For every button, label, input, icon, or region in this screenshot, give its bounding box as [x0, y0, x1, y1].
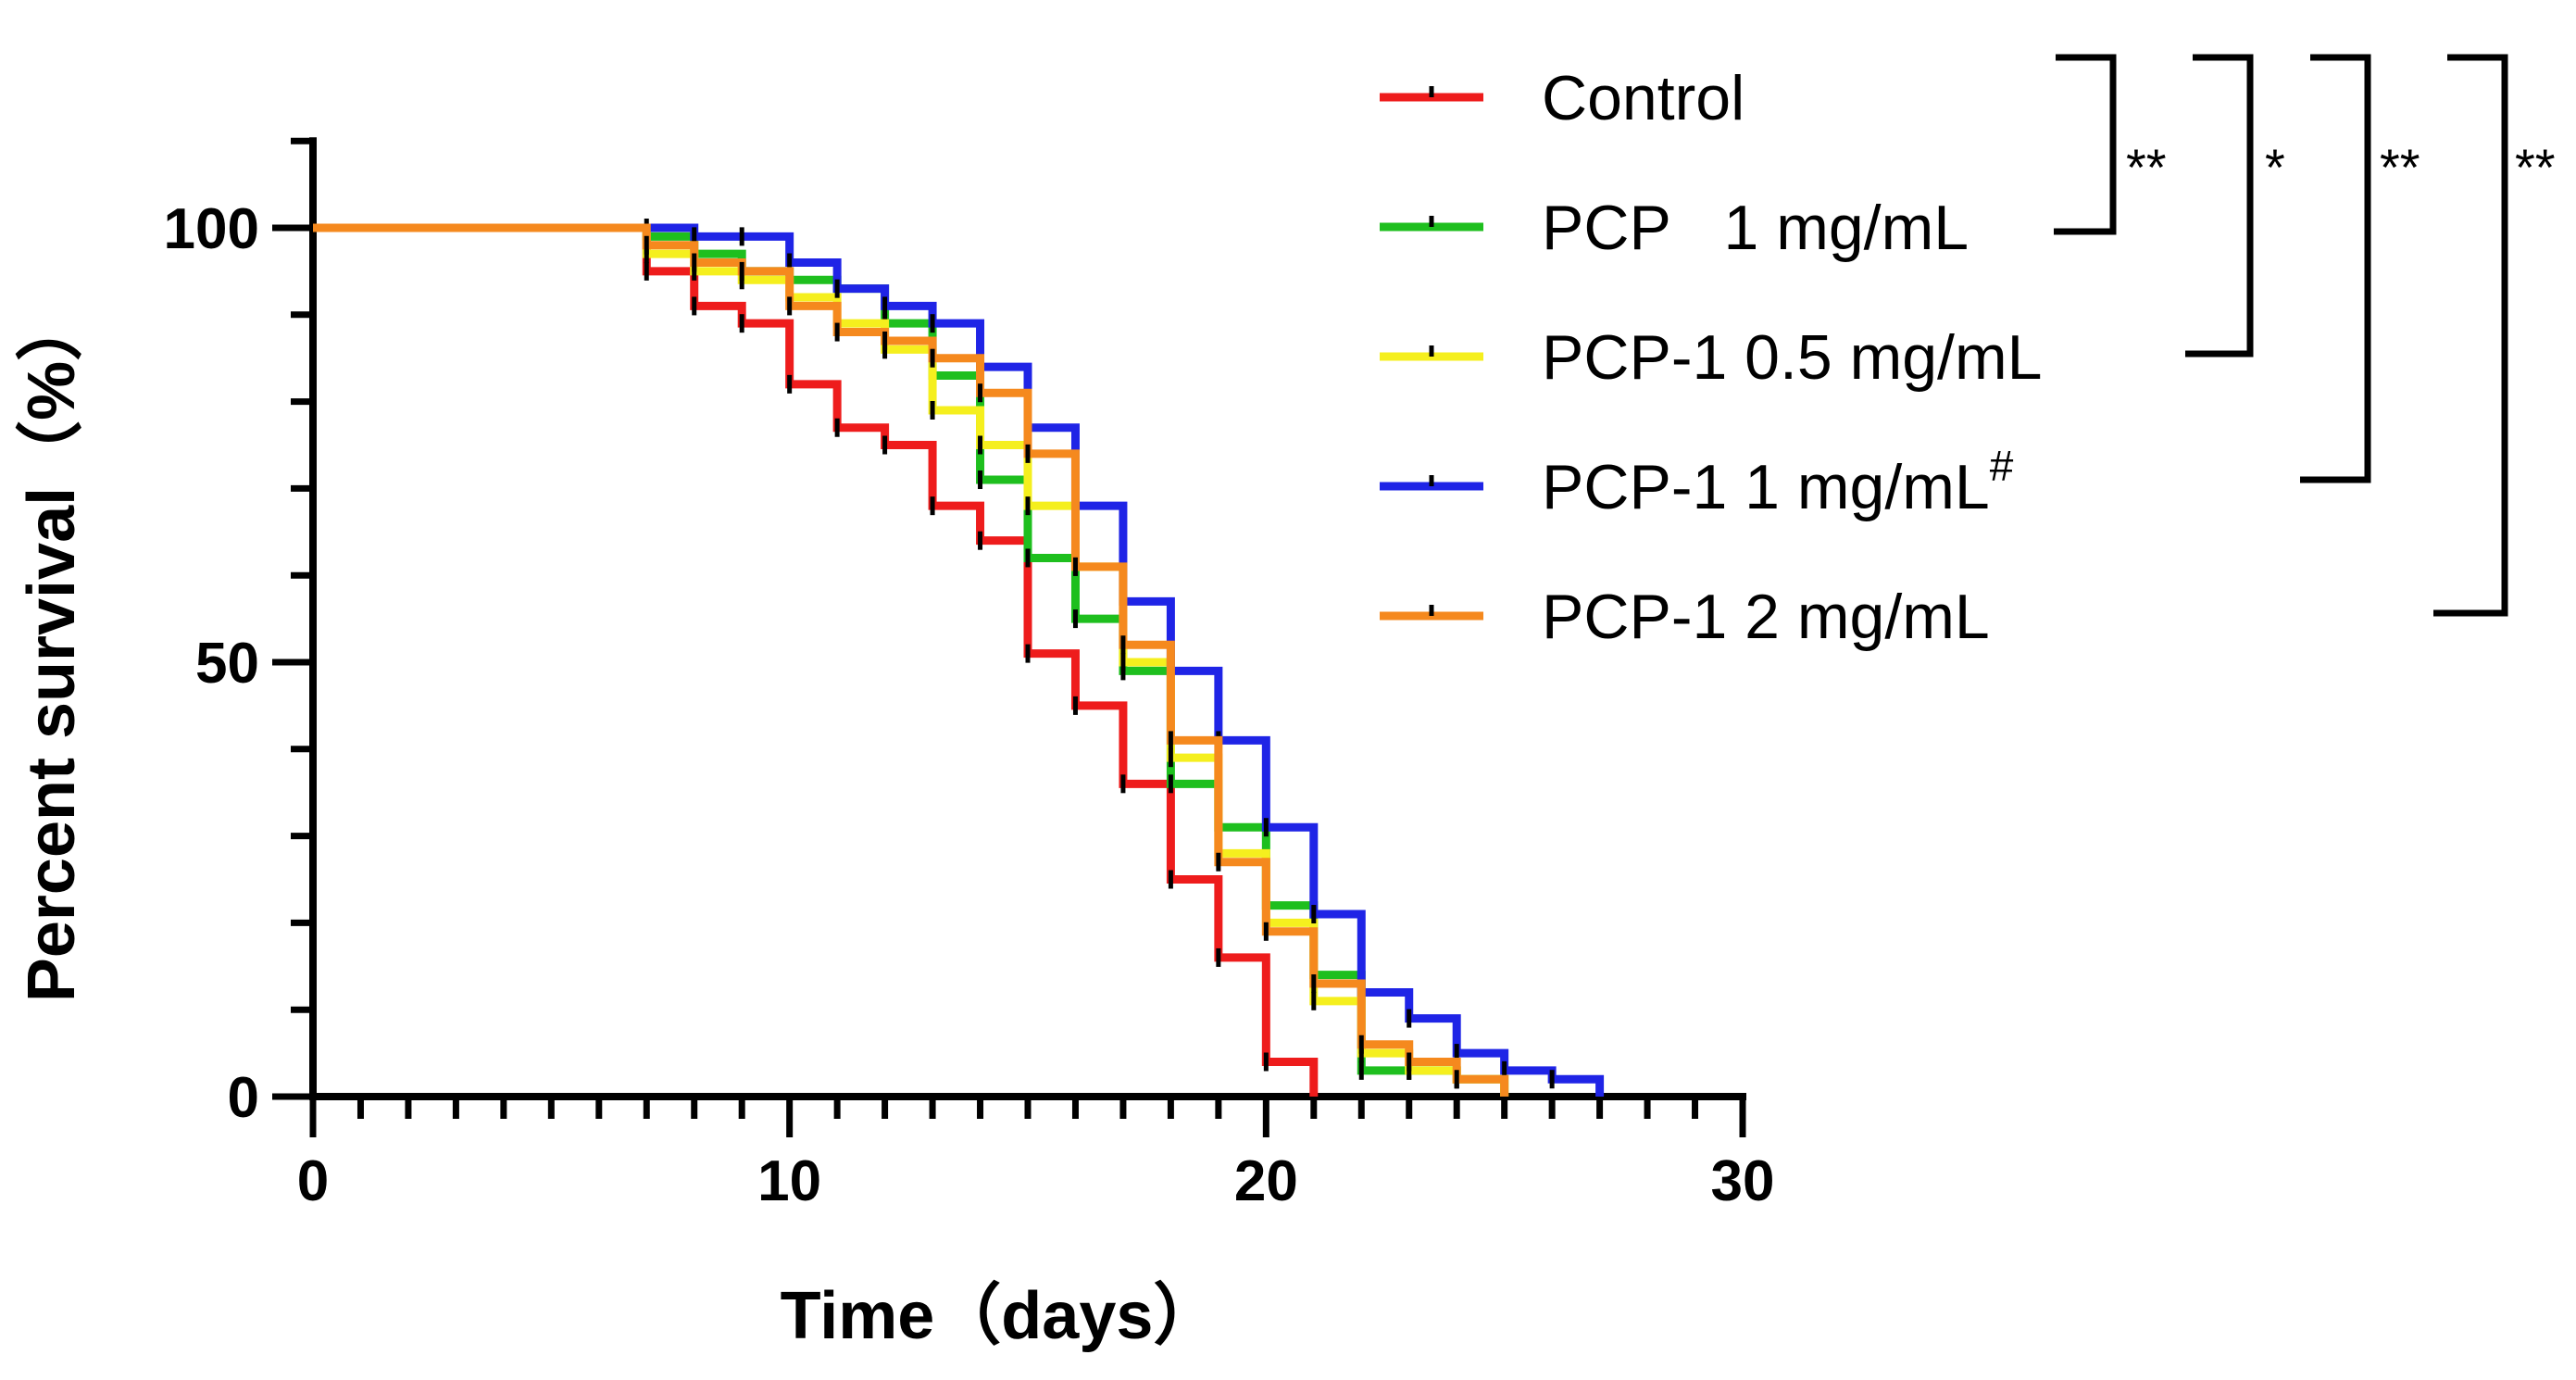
significance-bracket: *: [2185, 54, 2285, 358]
bracket-line: [2185, 54, 2254, 358]
survival-curve-line: [313, 223, 1509, 1097]
bracket-line: [2054, 54, 2117, 235]
legend-label-text: PCP 1 mg/mL: [1542, 193, 1969, 263]
x-tick-label: 20: [1234, 1149, 1298, 1213]
series-2: [313, 223, 1509, 1097]
significance-label: **: [2126, 138, 2167, 196]
legend-item: Control: [1380, 63, 1744, 133]
legend-label: PCP 1 mg/mL: [1542, 193, 1969, 263]
x-tick-label: 0: [297, 1149, 329, 1213]
legend-label: Control: [1542, 63, 1744, 133]
legend-label-text: PCP-1 1 mg/mL: [1542, 452, 1990, 522]
legend-item: PCP-1 1 mg/mL#: [1380, 442, 2014, 522]
legend-label: PCP-1 0.5 mg/mL: [1542, 322, 2042, 393]
y-axis-title: Percent survival（%）: [15, 295, 89, 1002]
bracket-line: [2433, 54, 2508, 617]
x-tick-label: 10: [757, 1149, 821, 1213]
y-tick-label: 100: [164, 197, 259, 261]
significance-brackets: ** * ** **: [2054, 54, 2556, 617]
survival-curve-line: [313, 223, 1319, 1097]
series-4: [313, 223, 1509, 1097]
x-axis-title: Time（days）: [781, 1279, 1220, 1353]
y-tick-label: 0: [228, 1066, 259, 1130]
survival-curve-line: [313, 223, 1509, 1097]
significance-bracket: **: [2433, 54, 2556, 617]
significance-label: *: [2265, 138, 2285, 196]
significance-bracket: **: [2300, 54, 2420, 483]
significance-label: **: [2380, 138, 2420, 196]
y-tick-label: 50: [195, 632, 259, 696]
series-1: [313, 223, 1509, 1097]
legend-item: PCP-1 0.5 mg/mL: [1380, 322, 2042, 393]
significance-label: **: [2515, 138, 2556, 196]
survival-curve-line: [313, 223, 1509, 1097]
legend-label: PCP-1 1 mg/mL#: [1542, 442, 2014, 522]
legend-superscript: #: [1990, 442, 2014, 490]
axes: 0 10 20 30 0 50 100: [164, 137, 1775, 1213]
x-tick-label: 30: [1711, 1149, 1775, 1213]
series-3: [313, 219, 1605, 1097]
legend: Control PCP 1 mg/mL PCP-1 0.5 mg/mL PCP-1 1…: [1380, 63, 2042, 652]
legend-label: PCP-1 2 mg/mL: [1542, 582, 1990, 652]
legend-label-text: Control: [1542, 63, 1744, 133]
legend-label-text: PCP-1 2 mg/mL: [1542, 582, 1990, 652]
legend-item: PCP-1 2 mg/mL: [1380, 582, 1990, 652]
bracket-line: [2300, 54, 2371, 483]
series-layer: [313, 219, 1605, 1097]
legend-item: PCP 1 mg/mL: [1380, 193, 1969, 263]
significance-bracket: **: [2054, 54, 2167, 235]
series-0: [313, 223, 1319, 1097]
legend-label-text: PCP-1 0.5 mg/mL: [1542, 322, 2042, 393]
